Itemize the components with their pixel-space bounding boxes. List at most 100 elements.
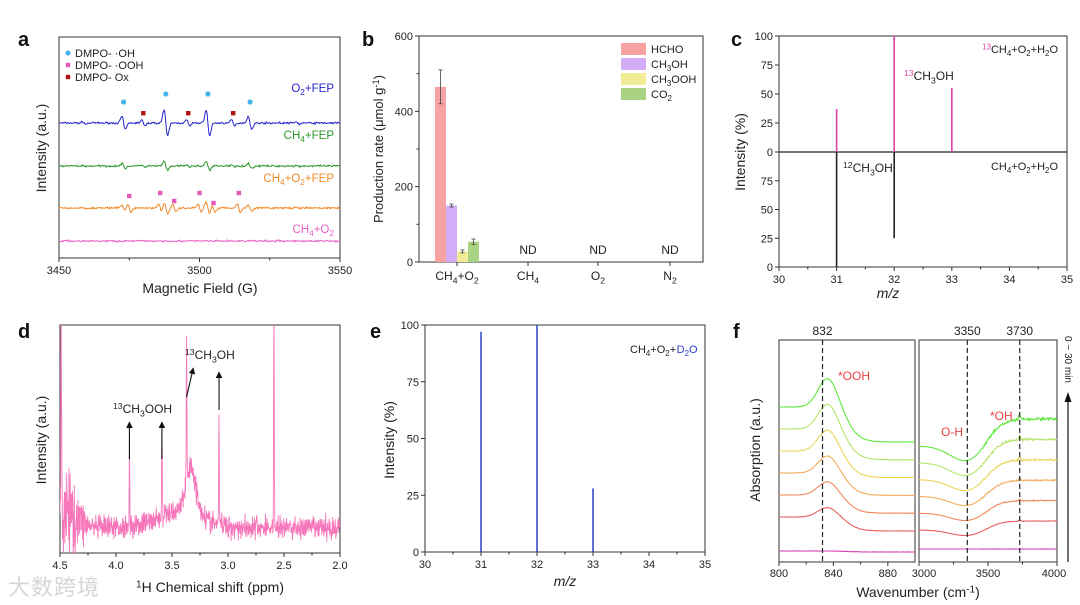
reference-label: 3730 xyxy=(1006,324,1033,338)
legend-label: DMPO- Ox xyxy=(75,72,129,84)
series-label-d2o: D2O xyxy=(677,344,698,358)
x-tick-label: 3.5 xyxy=(164,560,179,572)
epr-trace-CH4+O2+FEP xyxy=(58,201,341,216)
y-tick-label: 50 xyxy=(761,89,773,101)
annotation-13CH3OH: 13CH3OH xyxy=(185,347,235,364)
x-tick-label: 32 xyxy=(888,274,900,286)
oh-marker xyxy=(121,99,127,105)
y-tick-label: 200 xyxy=(395,182,413,194)
ooh-marker xyxy=(157,190,163,196)
time-label: 0 ~ 30 min xyxy=(1062,336,1073,383)
bar-CH3OH xyxy=(446,205,457,262)
x-tick-label: 2.5 xyxy=(276,560,291,572)
ftir-curve-low xyxy=(778,377,916,443)
x-tick-label: 31 xyxy=(830,274,842,286)
legend-label: CH3OH xyxy=(651,59,688,73)
ox-marker xyxy=(141,111,146,116)
annotation-ooh: *OOH xyxy=(838,369,870,383)
panel-a-epr: 3450 3500 3550 Magnetic Field (G) Intensity … xyxy=(33,36,352,296)
legend-marker xyxy=(65,74,71,80)
y-tick-label: 75 xyxy=(407,377,419,389)
x-axis-label: 1H Chemical shift (ppm) xyxy=(136,579,284,595)
bar-HCHO xyxy=(435,86,446,262)
ox-marker xyxy=(186,111,191,116)
y-tick-label: 25 xyxy=(761,233,773,245)
ftir-curve-high xyxy=(919,548,1057,550)
ftir-curve-high xyxy=(919,434,1058,477)
ooh-marker xyxy=(172,198,177,204)
x-tick-label: 800 xyxy=(770,568,788,580)
panel-b-bar: 0 200 400 600 CH4+O2 CH4 O2 N2 ND ND ND HCHO CH3OHCH… xyxy=(371,31,704,285)
oh-marker xyxy=(247,99,253,105)
not-detected-condition: CH4 xyxy=(517,269,539,285)
x-tick-label: 34 xyxy=(643,559,655,571)
x-tick-label: 35 xyxy=(699,559,711,571)
y-tick-label: 50 xyxy=(761,205,773,217)
category-label: CH4+O2 xyxy=(435,269,478,285)
ftir-curve-low xyxy=(778,550,915,553)
epr-trace-O2+FEP xyxy=(58,109,341,137)
y-tick-label: 25 xyxy=(407,490,419,502)
x-tick-label: 3550 xyxy=(328,265,352,277)
y-tick-label: 25 xyxy=(761,118,773,130)
ox-marker xyxy=(231,111,236,116)
legend-label: CO2 xyxy=(651,89,672,103)
x-tick-label: 3.0 xyxy=(220,560,235,572)
ooh-marker xyxy=(127,193,132,199)
x-tick-label: 3500 xyxy=(976,568,1000,580)
series-label: 13CH4+O2+H2O xyxy=(982,42,1058,58)
legend-swatch xyxy=(621,88,646,100)
panel-d-nmr: 4.5 4.0 3.5 3.0 2.5 2.0 13CH3OOH 13CH3OH Intensi… xyxy=(33,324,348,595)
ooh-marker xyxy=(236,190,242,196)
category-label: N2 xyxy=(663,269,677,285)
x-tick-label: 4.0 xyxy=(108,560,123,572)
nd-label: ND xyxy=(519,243,537,257)
y-tick-label: 400 xyxy=(395,106,413,118)
series-label: CH4+O2+H2O xyxy=(991,161,1058,175)
ooh-marker xyxy=(197,190,202,196)
reference-label: 3350 xyxy=(954,324,981,338)
ftir-curve-low xyxy=(778,455,916,497)
legend-label: DMPO- ·OOH xyxy=(75,60,143,72)
ftir-curve-high xyxy=(919,498,1058,522)
ftir-curve-low xyxy=(779,403,915,461)
legend-marker xyxy=(65,50,71,56)
y-tick-label: 600 xyxy=(395,31,413,43)
ftir-curve-high xyxy=(918,413,1058,462)
not-detected-condition: N2 xyxy=(663,269,677,285)
ftir-curve-low xyxy=(779,481,916,514)
x-tick-label: 33 xyxy=(587,559,599,571)
panel-e-mass: 30 31 32 33 34 35 0 25 50 75 100 CH4+O2+ D2O Intensit… xyxy=(381,320,711,589)
trace-label: CH4+O2 xyxy=(292,224,334,238)
y-tick-label: 75 xyxy=(761,60,773,72)
bar-CO2 xyxy=(468,241,479,262)
x-axis-label: m/z xyxy=(554,573,577,589)
category-label: O2 xyxy=(591,269,605,285)
x-axis-label: m/z xyxy=(877,285,900,301)
x-tick-label: 4000 xyxy=(1042,568,1066,580)
trace-label: CH4+FEP xyxy=(284,130,335,144)
ooh-marker xyxy=(211,200,216,206)
category-label: CH4 xyxy=(517,269,539,285)
x-tick-label: 31 xyxy=(475,559,487,571)
time-arrowhead xyxy=(1064,392,1072,402)
ftir-curve-low xyxy=(778,506,916,532)
epr-trace-CH4+FEP xyxy=(58,160,341,172)
x-tick-label: 2.0 xyxy=(332,560,347,572)
oh-marker xyxy=(163,91,169,97)
x-tick-label: 880 xyxy=(879,568,897,580)
y-tick-label: 100 xyxy=(755,31,773,43)
x-tick-label: 4.5 xyxy=(52,560,67,572)
panel-label-a: a xyxy=(18,29,30,51)
panel-label-f: f xyxy=(733,321,740,343)
legend-swatch xyxy=(621,43,646,55)
x-tick-label: 34 xyxy=(1003,274,1015,286)
legend-swatch xyxy=(621,73,646,85)
bar-CH3OOH xyxy=(457,251,468,262)
annotation-13CH3OOH: 13CH3OOH xyxy=(113,401,172,418)
annotation-oh-stretch: O-H xyxy=(941,425,963,439)
x-tick-label: 33 xyxy=(946,274,958,286)
ftir-curve-high xyxy=(919,456,1058,492)
